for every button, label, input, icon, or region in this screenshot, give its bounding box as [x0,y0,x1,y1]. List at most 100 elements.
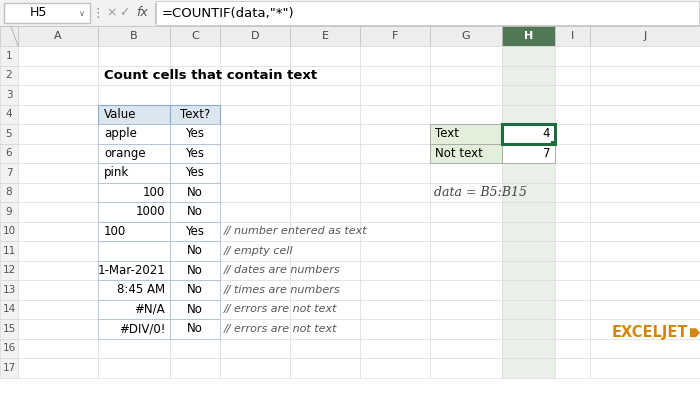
Bar [502,260,555,280]
Bar [170,104,220,124]
Bar [98,222,170,241]
Bar [170,222,220,241]
Bar [18,241,98,260]
Bar [590,26,700,46]
Bar [590,260,700,280]
Bar [430,124,502,144]
Text: 1-Mar-2021: 1-Mar-2021 [97,264,165,277]
Bar [220,66,290,85]
Bar [590,66,700,85]
Text: 7: 7 [6,168,13,178]
Text: Yes: Yes [186,147,204,160]
Bar [0,46,18,66]
Bar [555,222,590,241]
Bar [360,104,430,124]
Bar [220,104,290,124]
Bar [502,124,555,144]
Bar [98,338,170,358]
Text: orange: orange [104,147,146,160]
Bar [555,26,590,46]
Bar [220,46,290,66]
Bar [360,338,430,358]
Bar [555,202,590,222]
Bar [430,260,502,280]
Bar [170,182,220,202]
Bar [220,202,290,222]
Text: Value: Value [104,108,136,121]
Bar [0,0,700,26]
Bar [18,26,98,46]
Text: Text?: Text? [180,108,210,121]
Text: 9: 9 [6,207,13,217]
Text: #DIV/0!: #DIV/0! [118,322,165,335]
Bar [98,85,170,104]
Bar [18,66,98,85]
Bar [555,241,590,260]
Bar [18,163,98,182]
Bar [0,338,18,358]
Bar [290,280,360,300]
Text: data = B5:B15: data = B5:B15 [434,186,527,199]
Bar [220,222,290,241]
Bar [18,46,98,66]
Bar [290,358,360,378]
Bar [502,241,555,260]
FancyArrow shape [690,328,700,337]
Text: ∨: ∨ [79,8,85,18]
Text: I: I [571,31,574,41]
Text: Yes: Yes [186,225,204,238]
Bar [156,1,699,25]
Text: Count cells that contain text: Count cells that contain text [104,69,317,82]
Bar [555,280,590,300]
Bar [502,144,555,163]
Bar [360,163,430,182]
Bar [98,163,170,182]
Bar [18,182,98,202]
Bar [170,163,220,182]
Bar [502,222,555,241]
Bar [170,144,220,163]
Text: D: D [251,31,259,41]
Bar [360,46,430,66]
Text: 2: 2 [6,70,13,80]
Bar [170,104,220,124]
Bar [360,280,430,300]
Bar [360,144,430,163]
Bar [430,222,502,241]
Text: H: H [524,31,533,41]
Bar [98,182,170,202]
Bar [290,144,360,163]
Bar [590,104,700,124]
Text: ✓: ✓ [119,6,130,20]
Bar [290,85,360,104]
Bar [430,300,502,319]
Bar [502,46,555,66]
Bar [98,241,170,260]
Bar [0,202,18,222]
Bar [170,260,220,280]
Bar [98,280,170,300]
Text: 4: 4 [6,109,13,119]
Bar [220,124,290,144]
Bar [290,66,360,85]
Bar [502,163,555,182]
Bar [502,66,555,85]
Bar [502,280,555,300]
Bar [555,260,590,280]
Text: Not text: Not text [435,147,483,160]
Bar [360,260,430,280]
Bar [98,202,170,222]
Bar [98,280,170,300]
Bar [290,46,360,66]
Bar [170,241,220,260]
Text: fx: fx [136,6,148,20]
Bar [590,280,700,300]
Bar [430,144,502,163]
Bar [98,163,170,182]
Bar [290,124,360,144]
Text: 5: 5 [6,129,13,139]
Bar [555,104,590,124]
Bar [360,66,430,85]
Text: // empty cell: // empty cell [224,246,293,256]
Bar [18,260,98,280]
